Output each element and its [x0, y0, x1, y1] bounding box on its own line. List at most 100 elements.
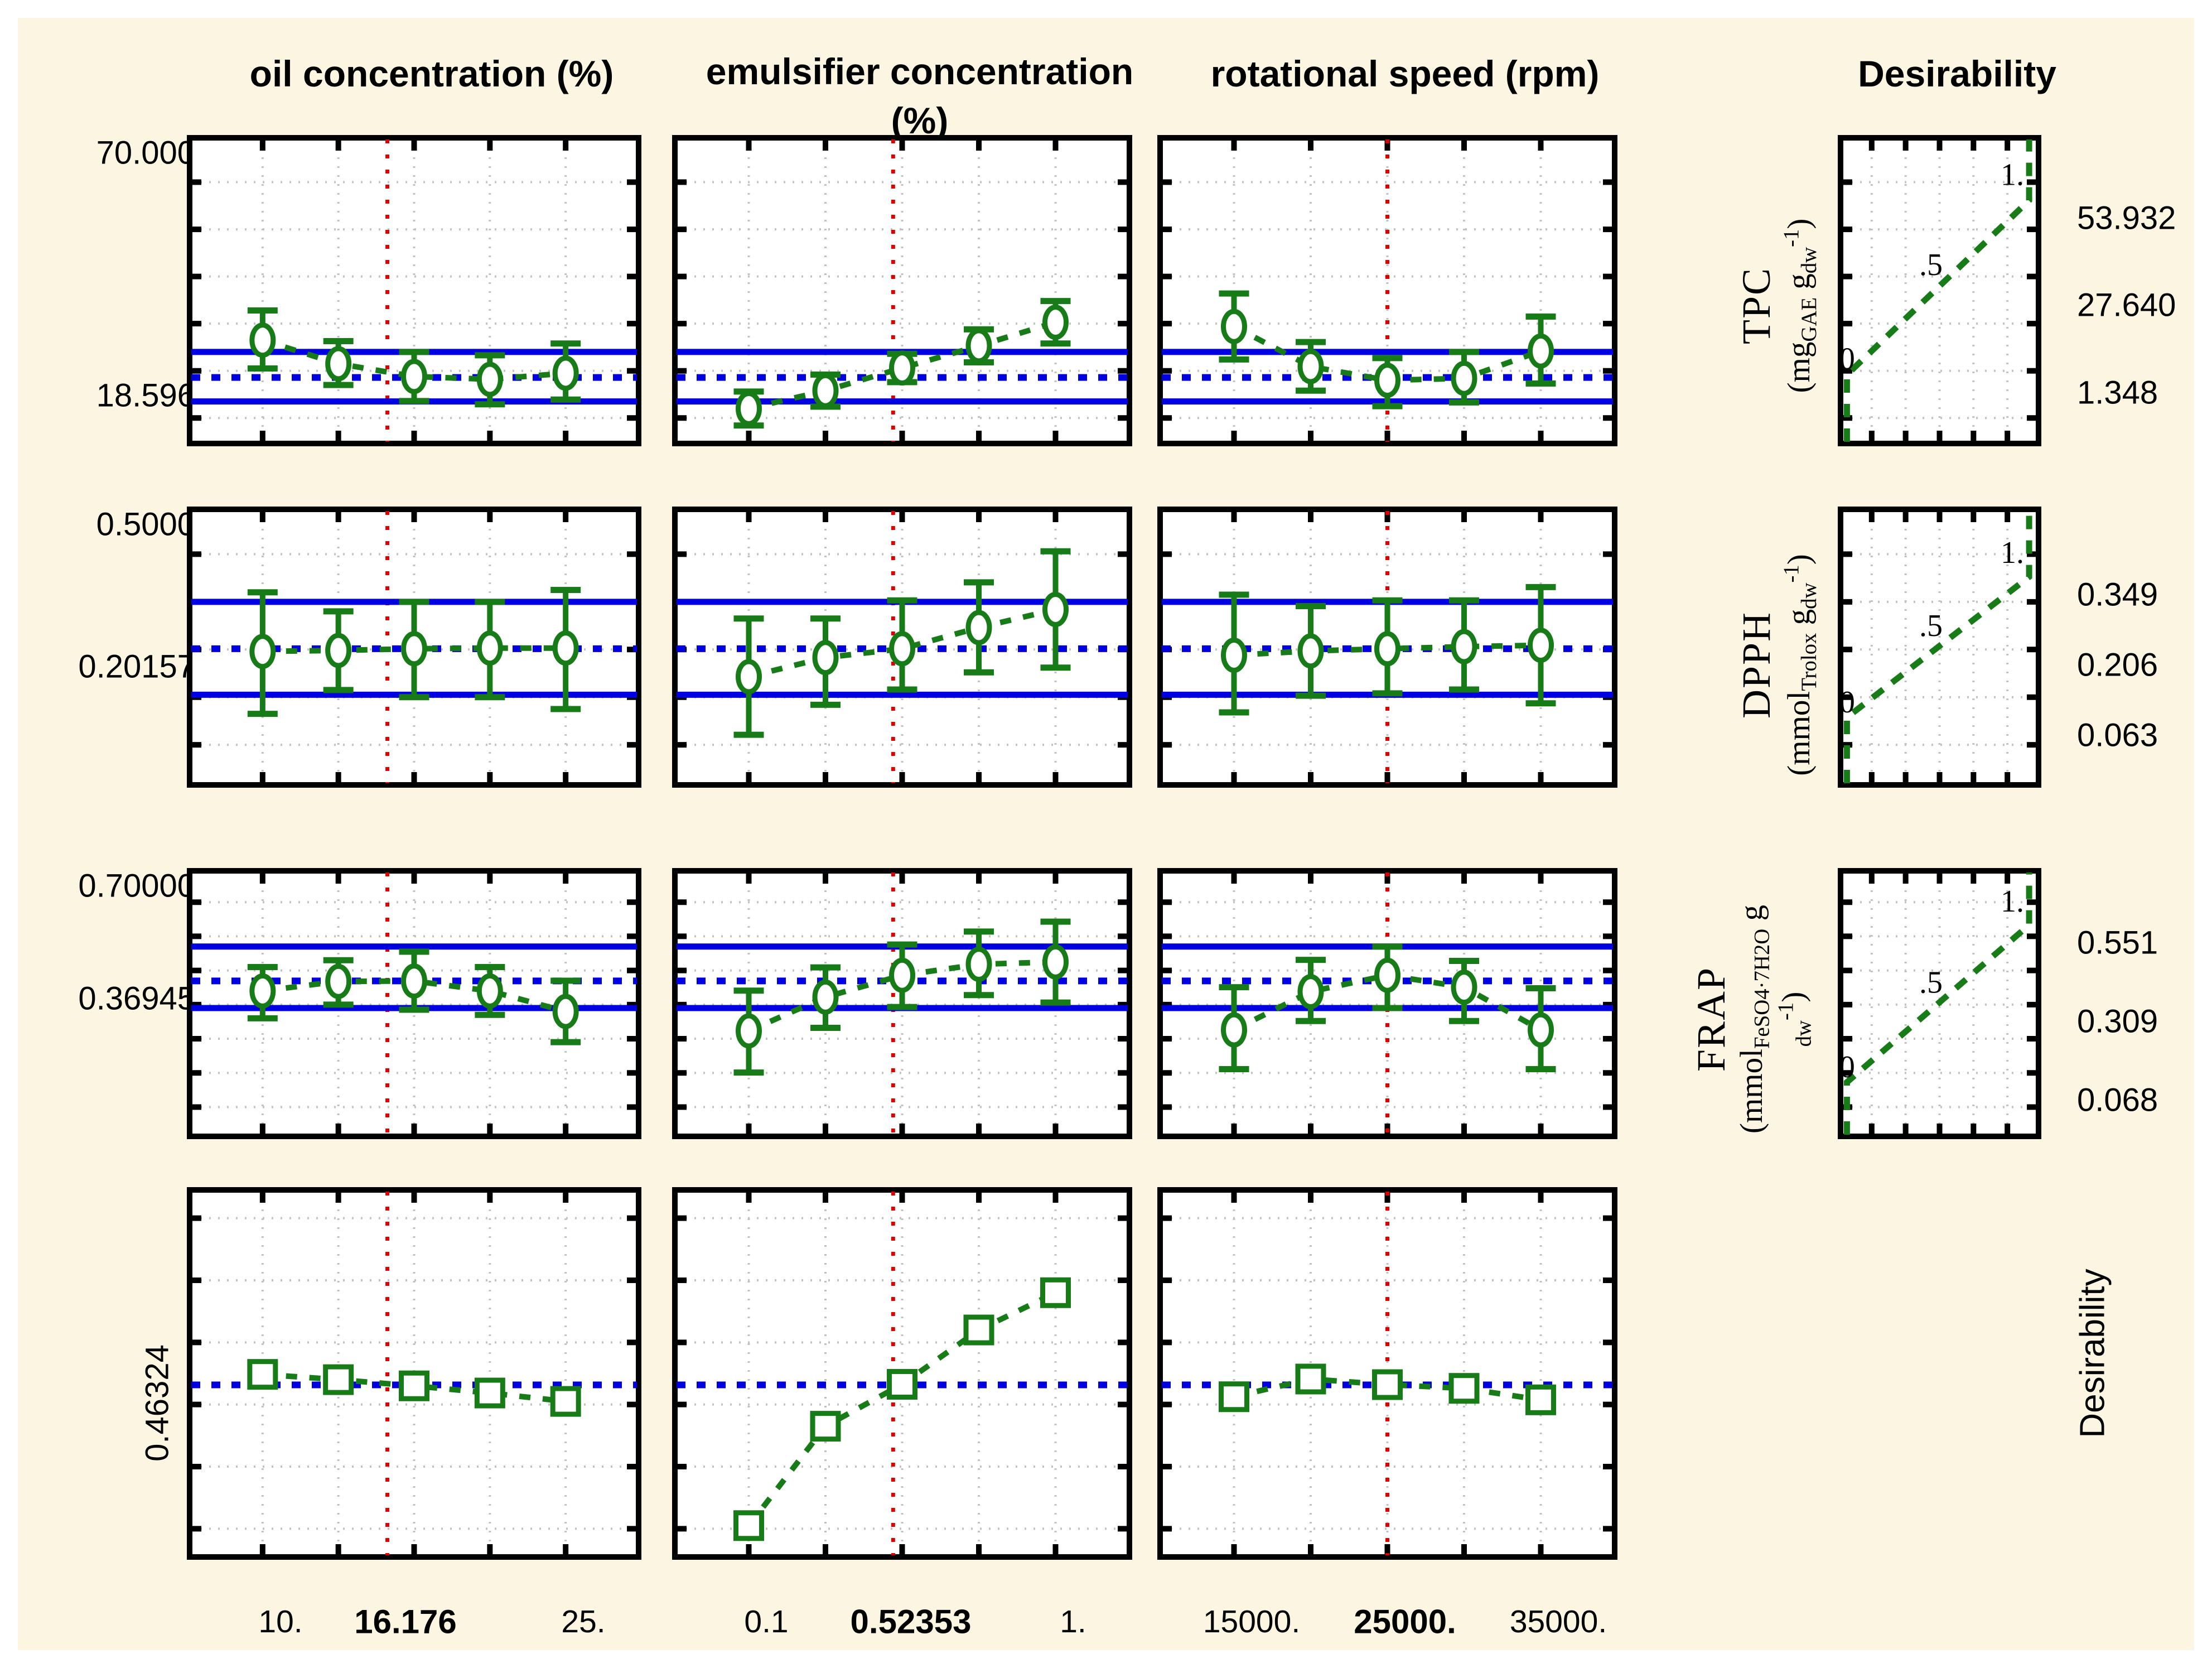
point-marker-circle: [476, 361, 503, 397]
plot-border: [672, 868, 1132, 1139]
point-marker-circle: [249, 634, 276, 669]
point-marker-circle: [1374, 363, 1400, 398]
yaxis-label-frap-current: 0.36945: [78, 980, 195, 1017]
point-marker-square: [1525, 1384, 1556, 1415]
point-marker-circle: [1451, 360, 1477, 396]
point-marker-circle: [1528, 333, 1554, 369]
figure-background: oil concentration (%) emulsifier concent…: [18, 18, 2194, 1650]
desirability-anchor-label: .5: [1919, 248, 1943, 282]
right-label-tpc-d05: 27.640: [2077, 287, 2176, 324]
gridlines: [1842, 139, 2037, 442]
point-marker-circle: [249, 973, 276, 1009]
plot-border: [187, 507, 641, 788]
plot-border: [672, 507, 1132, 788]
point-marker-square: [550, 1386, 581, 1417]
panel-desirability-speed: [1157, 1187, 1617, 1560]
point-marker-square: [1219, 1381, 1249, 1413]
xaxis-label-oil-max: 25.: [561, 1604, 606, 1640]
right-label-frap-d0: 0.068: [2077, 1082, 2158, 1119]
yaxis-label-tpc-max: 70.000: [96, 134, 195, 171]
point-marker-square: [887, 1368, 917, 1400]
data-points: [1219, 290, 1556, 409]
yaxis-label-tpc-current: 18.596: [96, 377, 195, 414]
desirability-anchor-label: .5: [1919, 609, 1943, 643]
point-marker-circle: [325, 346, 352, 382]
desirability-anchor-label: 1.: [2001, 536, 2024, 570]
right-label-dpph-d0: 0.063: [2077, 717, 2158, 754]
profile-line: [748, 606, 1056, 679]
right-label-tpc-d1: 53.932: [2077, 200, 2176, 237]
plot-border: [1838, 868, 2041, 1139]
plot-border: [187, 135, 641, 446]
right-label-dpph-d05: 0.206: [2077, 647, 2158, 683]
panel-desirability-emulsifier: [672, 1187, 1132, 1560]
desirability-function-line: [1843, 139, 2032, 442]
data-points: [1219, 584, 1556, 716]
xaxis-label-oil-min: 10.: [258, 1604, 303, 1640]
panel-frap-oil: [187, 868, 641, 1139]
point-marker-circle: [1042, 305, 1069, 340]
right-label-frap-d05: 0.309: [2077, 1003, 2158, 1040]
panel-tpc-emulsifier: [672, 135, 1132, 446]
profile-line: [1233, 1376, 1542, 1403]
point-marker-circle: [1297, 633, 1324, 669]
plot-border: [1838, 507, 2041, 788]
column-title-speed: rotational speed (rpm): [1210, 53, 1600, 94]
right-label-frap-d1: 0.551: [2077, 924, 2158, 961]
point-marker-circle: [812, 979, 839, 1015]
panel-frap-emulsifier: [672, 868, 1132, 1139]
point-marker-circle: [401, 359, 427, 394]
panel-desirability-tpc: 0 .5 1.: [1838, 135, 2041, 446]
point-marker-square: [733, 1510, 764, 1541]
point-marker-circle: [965, 328, 992, 364]
desirability-anchor-label: .5: [1919, 966, 1943, 1000]
xaxis-label-oil-current: 16.176: [354, 1603, 457, 1641]
xaxis-label-speed-current: 25000.: [1354, 1603, 1456, 1641]
point-marker-square: [810, 1411, 841, 1442]
plot-border: [672, 135, 1132, 446]
column-title-emulsifier-line2: (%): [891, 100, 949, 141]
gridlines: [1842, 872, 2037, 1135]
point-marker-circle: [736, 391, 762, 426]
point-marker-circle: [552, 994, 579, 1029]
plot-border: [1157, 135, 1617, 446]
point-marker-circle: [249, 322, 276, 358]
right-label-dpph-d1: 0.349: [2077, 576, 2158, 613]
plot-border: [1838, 135, 2041, 446]
point-marker-circle: [1528, 1012, 1554, 1048]
data-points: [247, 307, 581, 408]
data-points: [1219, 1363, 1556, 1415]
panel-desirability-oil: [187, 1187, 641, 1560]
point-marker-circle: [889, 957, 915, 993]
panel-tpc-oil: [187, 135, 641, 446]
profile-line: [1234, 642, 1541, 658]
point-marker-square: [247, 1359, 278, 1390]
panel-dpph-oil: [187, 507, 641, 788]
point-marker-circle: [889, 631, 915, 667]
plot-border: [1157, 868, 1617, 1139]
right-label-tpc-d0: 1.348: [2077, 374, 2158, 411]
yaxis-label-dpph-current: 0.20157: [78, 648, 195, 685]
panel-desirability-frap: 0 .5 1.: [1838, 868, 2041, 1139]
desirability-anchor-label: 0: [1839, 685, 1855, 720]
point-marker-circle: [1297, 349, 1324, 384]
yaxis-label-frap-max: 0.70000: [78, 867, 195, 904]
point-marker-square: [399, 1370, 429, 1401]
point-marker-circle: [1528, 628, 1554, 663]
point-marker-circle: [476, 973, 503, 1009]
point-marker-circle: [965, 610, 992, 645]
xaxis-label-emulsifier-min: 0.1: [744, 1604, 789, 1640]
panel-dpph-emulsifier: [672, 507, 1132, 788]
xaxis-label-speed-max: 35000.: [1509, 1604, 1607, 1640]
point-marker-square: [323, 1364, 354, 1395]
data-points: [247, 1359, 581, 1417]
point-marker-square: [1040, 1277, 1071, 1308]
point-marker-circle: [812, 640, 839, 676]
profile-line: [748, 319, 1056, 412]
data-points: [733, 298, 1071, 429]
point-marker-circle: [325, 963, 352, 999]
data-points: [733, 1277, 1071, 1541]
point-marker-circle: [1374, 631, 1400, 667]
point-marker-square: [963, 1314, 994, 1346]
point-marker-circle: [1221, 1012, 1247, 1048]
